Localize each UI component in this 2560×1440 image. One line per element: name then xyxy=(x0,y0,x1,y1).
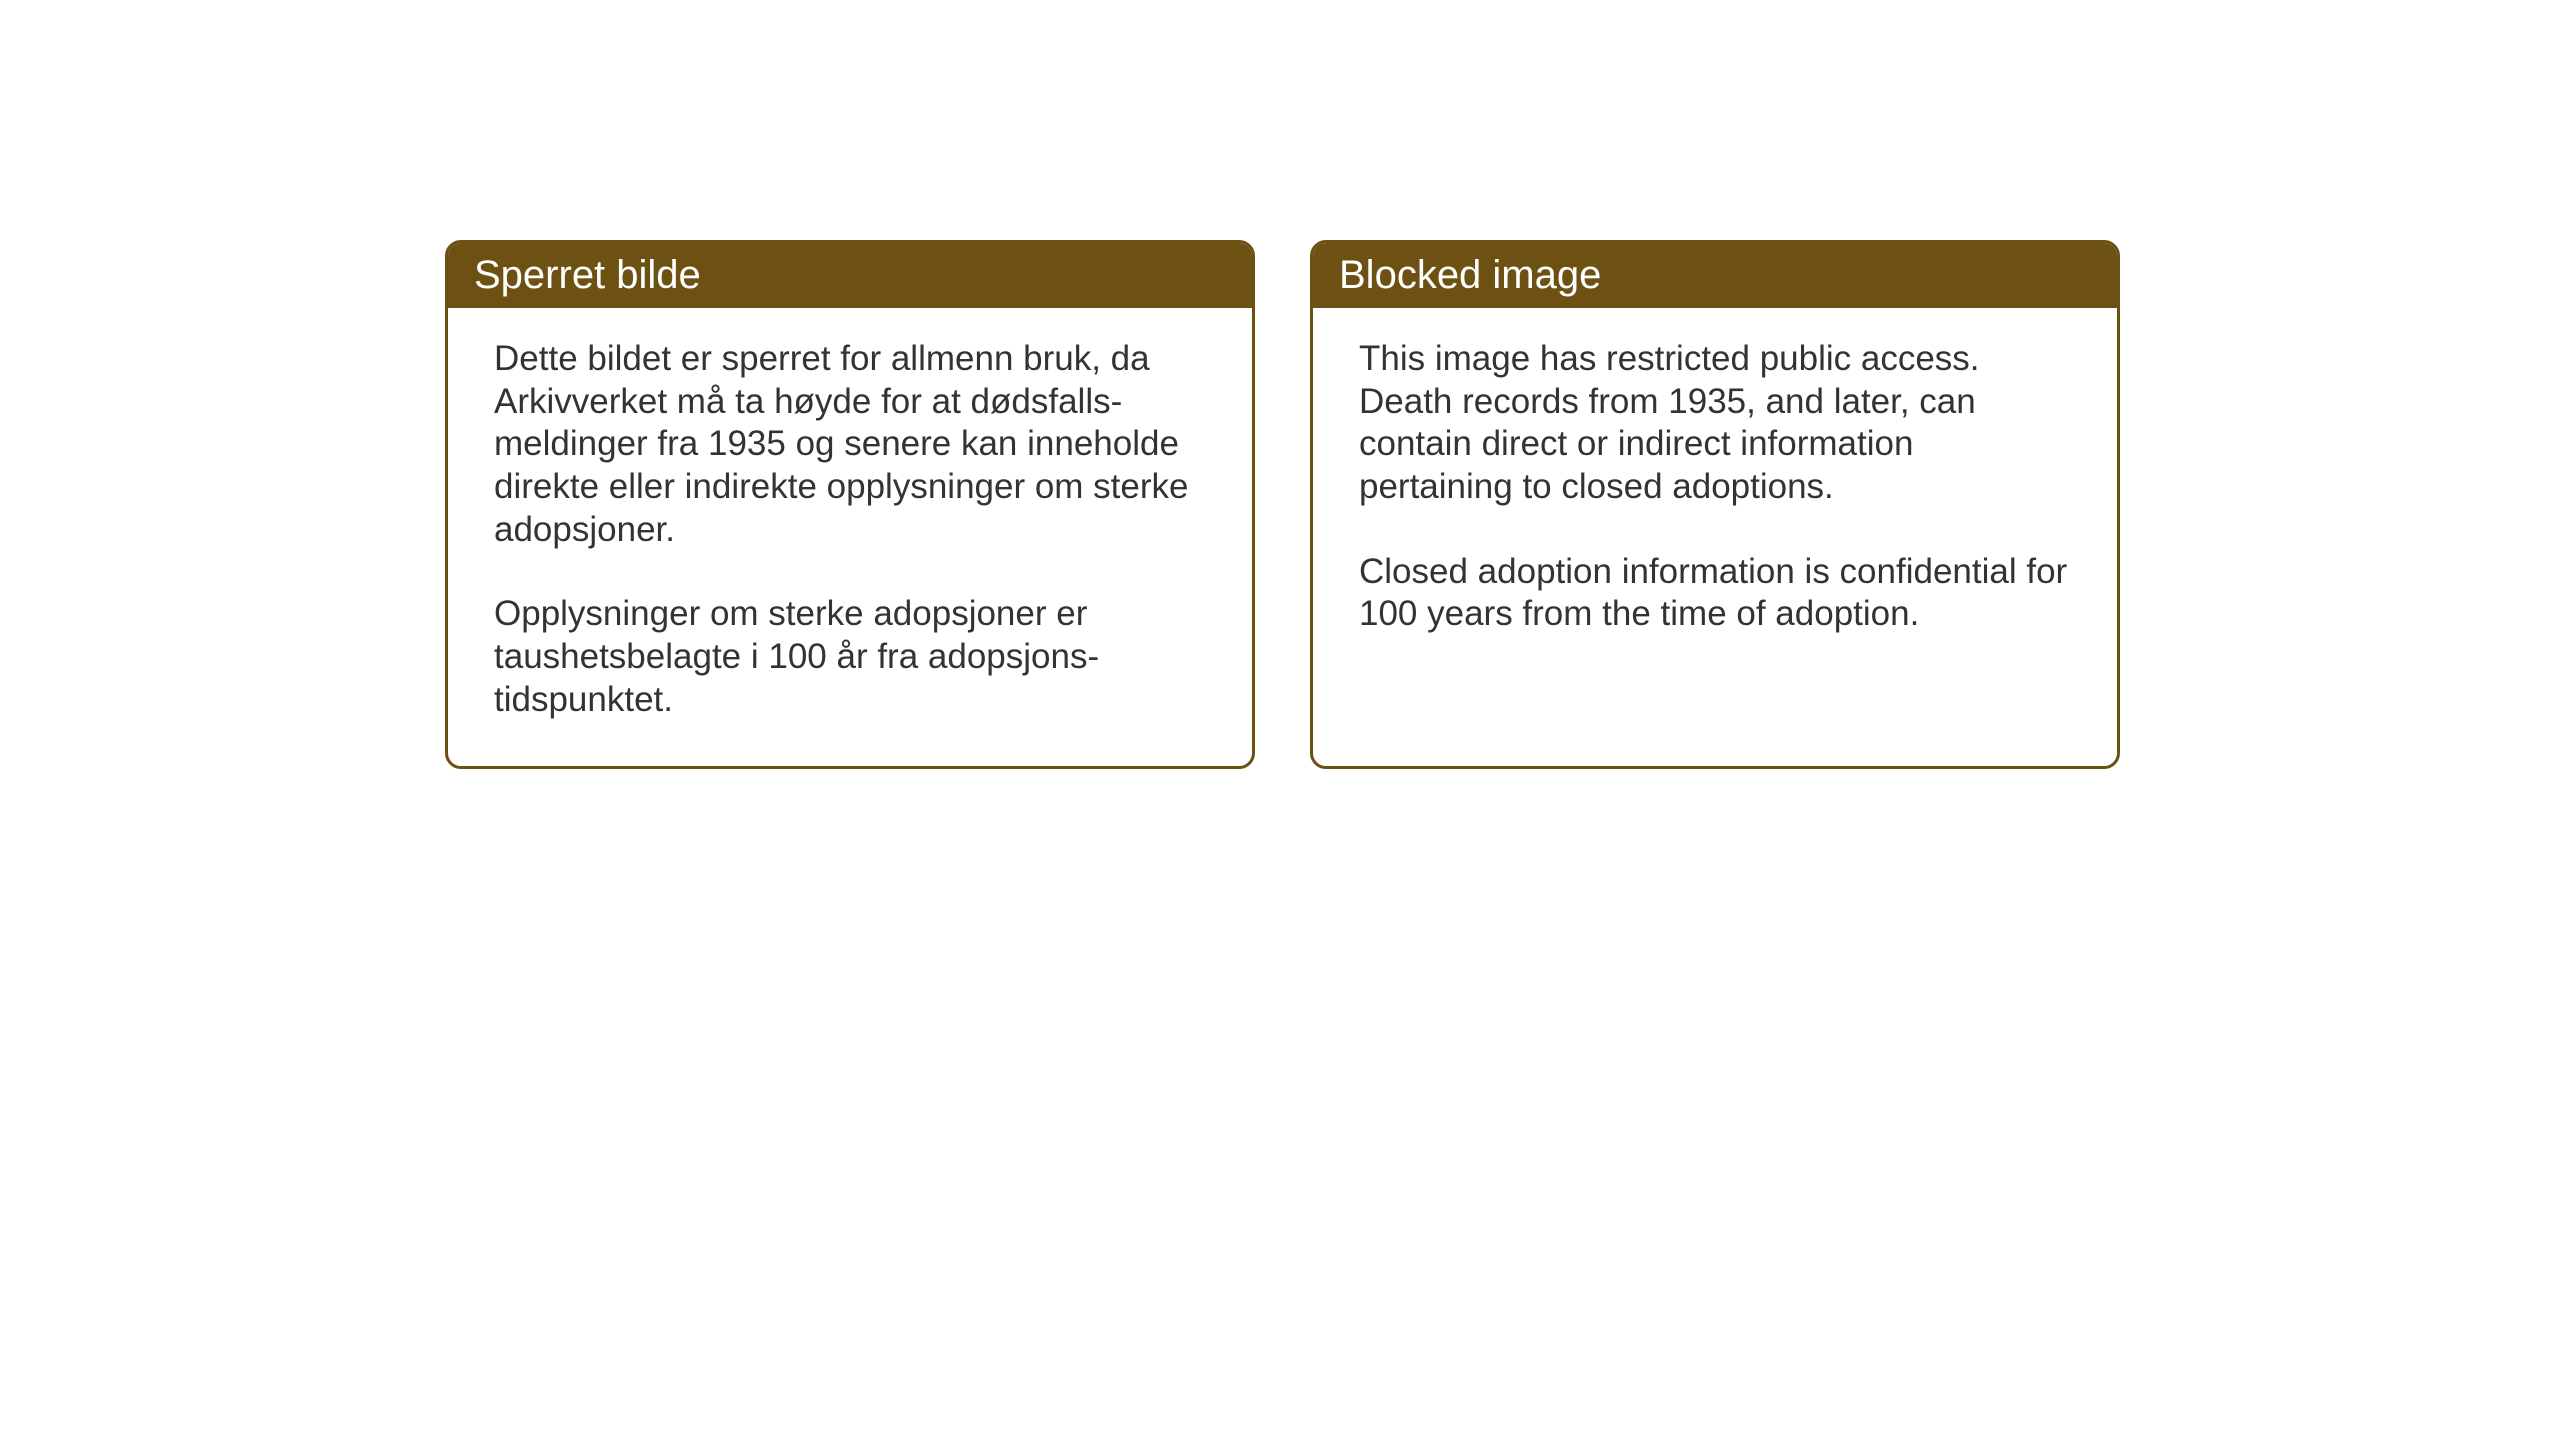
english-notice-card: Blocked image This image has restricted … xyxy=(1310,240,2120,769)
english-paragraph-2: Closed adoption information is confident… xyxy=(1359,551,2071,636)
english-card-body: This image has restricted public access.… xyxy=(1313,308,2117,680)
norwegian-card-title: Sperret bilde xyxy=(448,243,1252,308)
norwegian-card-body: Dette bildet er sperret for allmenn bruk… xyxy=(448,308,1252,766)
notice-container: Sperret bilde Dette bildet er sperret fo… xyxy=(445,240,2120,769)
english-card-title: Blocked image xyxy=(1313,243,2117,308)
english-paragraph-1: This image has restricted public access.… xyxy=(1359,338,2071,509)
norwegian-paragraph-2: Opplysninger om sterke adopsjoner er tau… xyxy=(494,593,1206,721)
norwegian-paragraph-1: Dette bildet er sperret for allmenn bruk… xyxy=(494,338,1206,551)
norwegian-notice-card: Sperret bilde Dette bildet er sperret fo… xyxy=(445,240,1255,769)
